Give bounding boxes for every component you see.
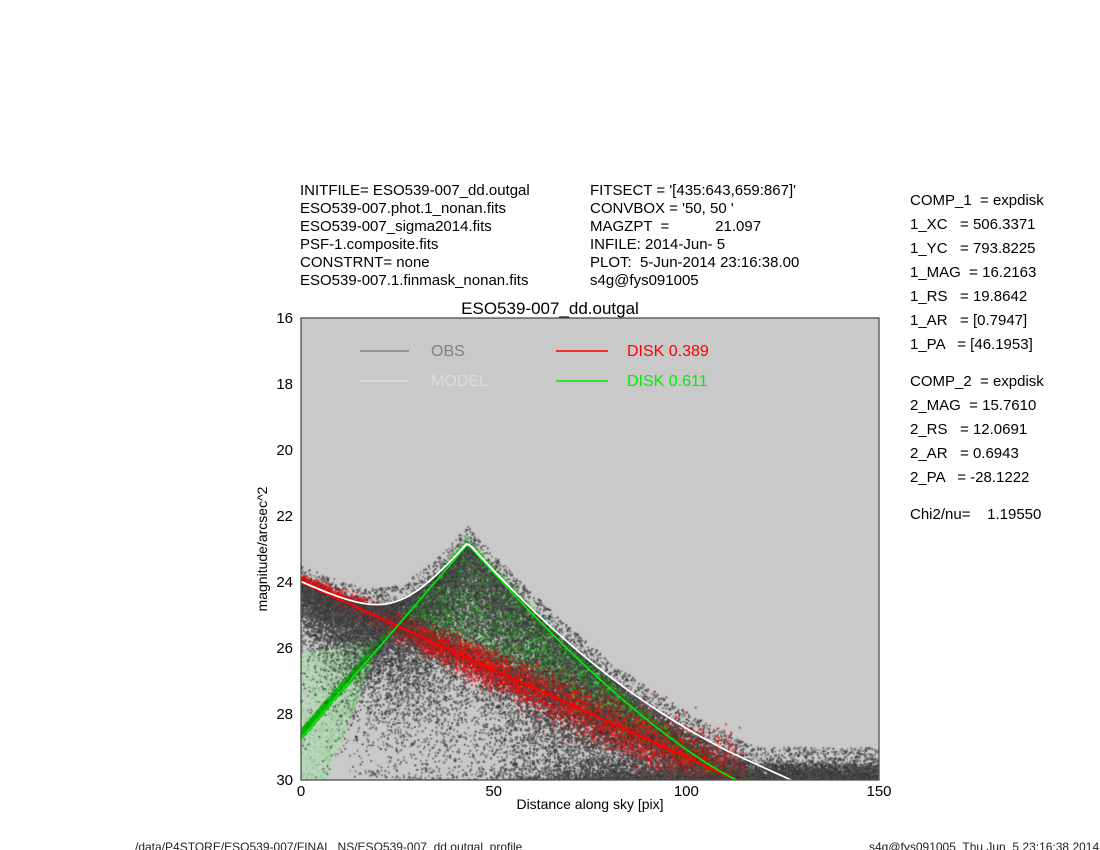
svg-text:20: 20: [276, 442, 293, 459]
svg-text:26: 26: [276, 640, 293, 657]
svg-text:OBS: OBS: [431, 343, 465, 360]
svg-text:24: 24: [276, 574, 293, 591]
svg-text:28: 28: [276, 706, 293, 723]
svg-text:30: 30: [276, 772, 293, 789]
svg-text:18: 18: [276, 376, 293, 393]
svg-text:DISK 0.389: DISK 0.389: [627, 343, 709, 360]
svg-text:22: 22: [276, 508, 293, 525]
svg-text:MODEL: MODEL: [431, 373, 488, 390]
svg-text:DISK 0.611: DISK 0.611: [627, 373, 708, 390]
